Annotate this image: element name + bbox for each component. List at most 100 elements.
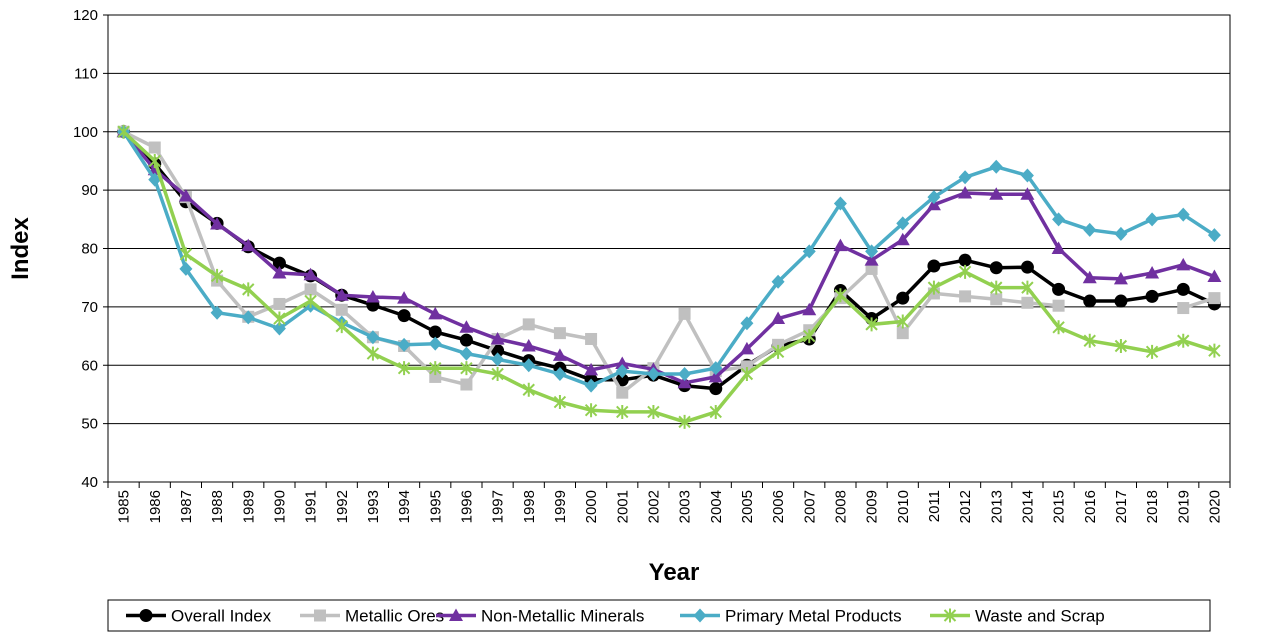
legend-entry-non-metallic-minerals: Non-Metallic Minerals <box>436 607 644 626</box>
x-tick-label-2008: 2008 <box>832 490 849 523</box>
series-lines <box>116 124 1222 429</box>
axes <box>103 14 1231 488</box>
data-point-non-metallic-minerals-1997 <box>490 331 505 345</box>
data-point-waste-and-scrap-1988 <box>210 268 224 283</box>
legend-entry-overall-index: Overall Index <box>126 607 272 626</box>
data-point-non-metallic-minerals-2013 <box>989 187 1004 200</box>
data-point-primary-metal-products-2007 <box>802 244 816 259</box>
x-tick-label-2001: 2001 <box>614 490 631 523</box>
data-point-non-metallic-minerals-2020 <box>1207 269 1222 283</box>
data-point-non-metallic-minerals-1995 <box>428 306 443 320</box>
data-point-primary-metal-products-1986 <box>148 172 162 187</box>
data-point-metallic-ores-1998 <box>522 318 535 331</box>
data-point-metallic-ores-2010 <box>896 327 909 340</box>
y-tick-label-100: 100 <box>73 124 98 141</box>
x-tick-label-1989: 1989 <box>240 490 257 523</box>
data-point-non-metallic-minerals-2001 <box>615 356 630 369</box>
x-tick-label-2017: 2017 <box>1113 490 1130 523</box>
data-point-waste-and-scrap-1998 <box>522 382 535 397</box>
data-point-waste-and-scrap-2001 <box>616 404 629 419</box>
x-tick-label-1992: 1992 <box>334 490 351 523</box>
data-point-primary-metal-products-1995 <box>428 336 442 351</box>
data-point-waste-and-scrap-1994 <box>397 361 411 376</box>
data-point-metallic-ores-1999 <box>553 327 566 340</box>
x-tick-label-2006: 2006 <box>770 490 787 523</box>
data-point-overall-index-1996 <box>459 333 473 347</box>
data-point-waste-and-scrap-2009 <box>865 317 878 332</box>
series-line-overall-index <box>122 130 1216 391</box>
data-point-non-metallic-minerals-2004 <box>708 369 723 383</box>
data-point-overall-index-2011 <box>927 259 941 273</box>
x-tick-label-1988: 1988 <box>209 490 226 523</box>
x-tick-label-2009: 2009 <box>864 490 881 523</box>
data-point-primary-metal-products-2004 <box>709 361 723 376</box>
data-point-non-metallic-minerals-1987 <box>178 188 193 202</box>
x-tick-label-2012: 2012 <box>957 490 974 523</box>
legend-entry-metallic-ores: Metallic Ores <box>300 607 444 626</box>
y-tick-label-60: 60 <box>81 357 98 374</box>
series-non-metallic-minerals <box>116 124 1222 389</box>
data-point-overall-index-2001 <box>615 373 629 387</box>
data-point-non-metallic-minerals-2010 <box>895 232 910 246</box>
data-point-primary-metal-products-2018 <box>1145 212 1159 227</box>
data-point-waste-and-scrap-1995 <box>429 361 442 376</box>
legend-swatch-marker <box>693 608 707 623</box>
data-point-metallic-ores-2015 <box>1052 299 1065 312</box>
data-point-waste-and-scrap-2020 <box>1208 343 1221 358</box>
data-point-non-metallic-minerals-2003 <box>677 375 692 389</box>
data-point-overall-index-1994 <box>397 309 411 323</box>
data-point-waste-and-scrap-2013 <box>990 280 1003 295</box>
series-line-waste-and-scrap <box>122 130 1215 424</box>
data-point-non-metallic-minerals-2015 <box>1051 241 1066 254</box>
data-point-non-metallic-minerals-1999 <box>552 348 567 361</box>
series-waste-and-scrap <box>117 124 1221 429</box>
data-point-primary-metal-products-2013 <box>989 159 1003 174</box>
data-point-non-metallic-minerals-1991 <box>303 267 318 281</box>
x-tick-label-2019: 2019 <box>1175 490 1192 523</box>
x-tick-label-1995: 1995 <box>427 490 444 523</box>
data-point-primary-metal-products-1998 <box>522 358 536 373</box>
data-point-primary-metal-products-2001 <box>615 364 629 379</box>
data-point-primary-metal-products-2008 <box>833 196 847 211</box>
data-point-non-metallic-minerals-1992 <box>334 288 349 301</box>
data-point-waste-and-scrap-2003 <box>678 414 691 429</box>
data-point-metallic-ores-2013 <box>990 293 1003 306</box>
legend: Overall Index Metallic Ores Non-Metallic M… <box>107 599 1211 632</box>
data-point-waste-and-scrap-1996 <box>460 361 473 376</box>
data-point-primary-metal-products-2006 <box>771 274 785 289</box>
y-tick-label-110: 110 <box>74 65 98 82</box>
data-point-metallic-ores-2019 <box>1177 302 1190 315</box>
data-point-overall-index-2014 <box>1020 260 1034 274</box>
x-tick-label-2004: 2004 <box>708 490 725 523</box>
data-point-primary-metal-products-2000 <box>584 378 598 393</box>
data-point-metallic-ores-1995 <box>429 370 442 383</box>
legend-label: Overall Index <box>171 607 272 626</box>
data-point-waste-and-scrap-2016 <box>1083 333 1096 348</box>
x-tick-label-1986: 1986 <box>147 490 164 523</box>
data-point-primary-metal-products-1999 <box>553 367 567 382</box>
data-point-non-metallic-minerals-2006 <box>771 311 786 325</box>
x-tick-label-2000: 2000 <box>583 490 600 523</box>
series-line-metallic-ores <box>122 130 1215 395</box>
legend-entry-primary-metal-products: Primary Metal Products <box>680 607 902 626</box>
data-point-metallic-ores-1986 <box>148 141 161 154</box>
data-point-metallic-ores-2020 <box>1208 292 1221 305</box>
data-point-non-metallic-minerals-1996 <box>459 320 474 333</box>
data-point-waste-and-scrap-2007 <box>803 329 816 344</box>
x-tick-label-2005: 2005 <box>739 490 756 523</box>
x-tick-label-1985: 1985 <box>116 490 133 523</box>
data-point-metallic-ores-2001 <box>616 386 629 399</box>
legend-label: Waste and Scrap <box>975 607 1105 626</box>
data-point-waste-and-scrap-2000 <box>584 403 598 418</box>
series-overall-index <box>117 125 1221 396</box>
data-point-non-metallic-minerals-2019 <box>1176 257 1191 271</box>
x-tick-label-1991: 1991 <box>303 490 320 523</box>
data-point-overall-index-2004 <box>709 382 723 396</box>
data-point-waste-and-scrap-2019 <box>1177 333 1190 348</box>
data-point-waste-and-scrap-2005 <box>740 367 754 382</box>
x-tick-label-2015: 2015 <box>1051 490 1068 523</box>
data-point-primary-metal-products-2017 <box>1114 226 1128 241</box>
data-point-non-metallic-minerals-1994 <box>397 291 412 304</box>
data-point-non-metallic-minerals-2018 <box>1145 266 1160 279</box>
